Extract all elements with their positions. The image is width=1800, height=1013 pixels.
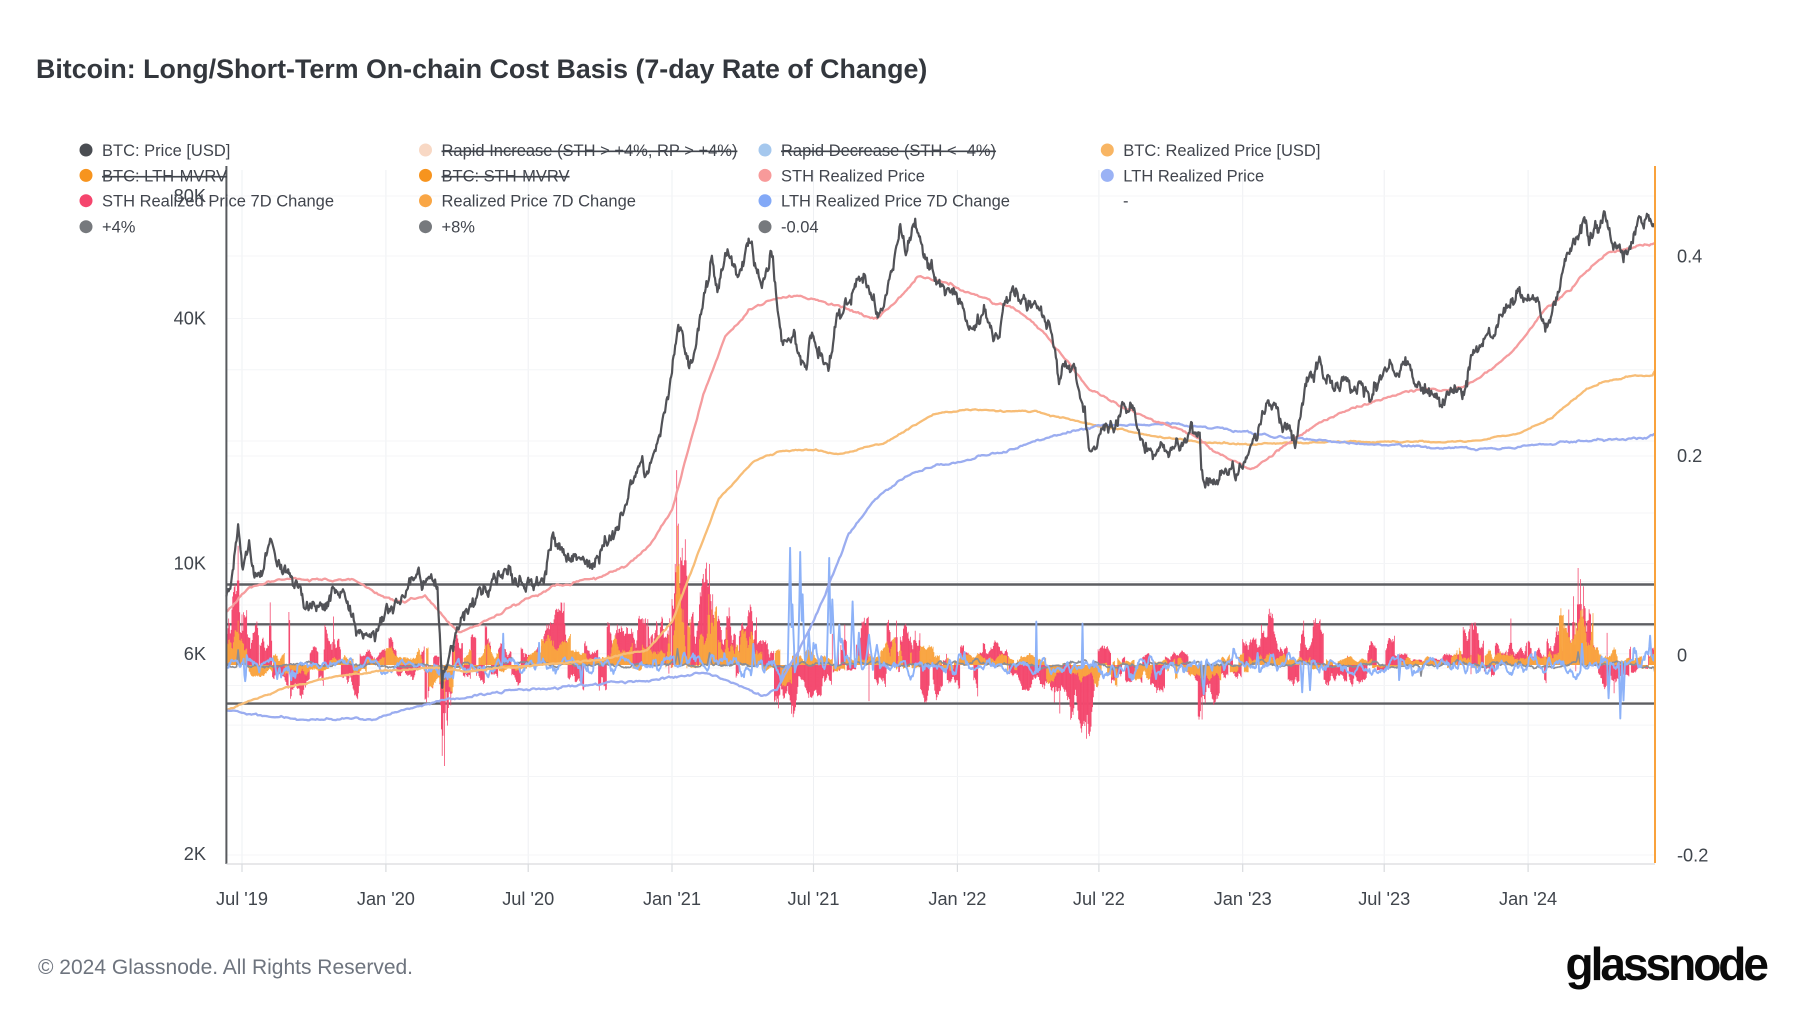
svg-text:-: - [1123, 193, 1129, 211]
svg-text:Rapid Decrease (STH < -4%): Rapid Decrease (STH < -4%) [781, 142, 996, 160]
svg-text:Jan '22: Jan '22 [928, 889, 986, 909]
svg-text:0.2: 0.2 [1677, 446, 1702, 466]
svg-text:Jul '20: Jul '20 [502, 889, 554, 909]
svg-text:Jan '24: Jan '24 [1499, 889, 1557, 909]
svg-text:40K: 40K [174, 309, 206, 329]
svg-text:-0.2: -0.2 [1677, 845, 1708, 865]
svg-text:6K: 6K [184, 644, 206, 664]
svg-text:Jan '20: Jan '20 [357, 889, 415, 909]
svg-text:LTH Realized Price: LTH Realized Price [1123, 167, 1264, 185]
svg-text:BTC: LTH-MVRV: BTC: LTH-MVRV [102, 167, 227, 185]
svg-text:LTH Realized Price 7D Change: LTH Realized Price 7D Change [781, 193, 1010, 211]
svg-text:Jul '23: Jul '23 [1358, 889, 1410, 909]
svg-text:Jul '19: Jul '19 [216, 889, 268, 909]
svg-text:+8%: +8% [442, 219, 476, 237]
svg-text:Jan '23: Jan '23 [1214, 889, 1272, 909]
svg-text:+4%: +4% [102, 219, 136, 237]
svg-text:-0.04: -0.04 [781, 219, 819, 237]
svg-text:Jul '22: Jul '22 [1073, 889, 1125, 909]
svg-text:10K: 10K [174, 554, 206, 574]
svg-text:glassnode: glassnode [1565, 938, 1768, 990]
svg-text:Rapid Increase (STH > +4%, RP: Rapid Increase (STH > +4%, RP > +4%) [442, 142, 738, 160]
svg-text:STH Realized Price: STH Realized Price [781, 167, 925, 185]
svg-text:Jul '21: Jul '21 [787, 889, 839, 909]
svg-text:BTC: Price [USD]: BTC: Price [USD] [102, 142, 230, 160]
svg-text:0.4: 0.4 [1677, 246, 1702, 266]
svg-text:80K: 80K [174, 186, 206, 206]
svg-text:BTC: Realized Price [USD]: BTC: Realized Price [USD] [1123, 142, 1320, 160]
svg-text:Bitcoin: Long/Short-Term On-ch: Bitcoin: Long/Short-Term On-chain Cost B… [36, 54, 927, 84]
svg-text:Jan '21: Jan '21 [643, 889, 701, 909]
svg-text:0: 0 [1677, 646, 1687, 666]
svg-text:STH Realized Price 7D Change: STH Realized Price 7D Change [102, 193, 334, 211]
svg-text:BTC: STH-MVRV: BTC: STH-MVRV [442, 167, 570, 185]
svg-text:Realized Price 7D Change: Realized Price 7D Change [442, 193, 636, 211]
svg-text:© 2024 Glassnode. All Rights R: © 2024 Glassnode. All Rights Reserved. [38, 956, 413, 979]
svg-text:2K: 2K [184, 844, 206, 864]
